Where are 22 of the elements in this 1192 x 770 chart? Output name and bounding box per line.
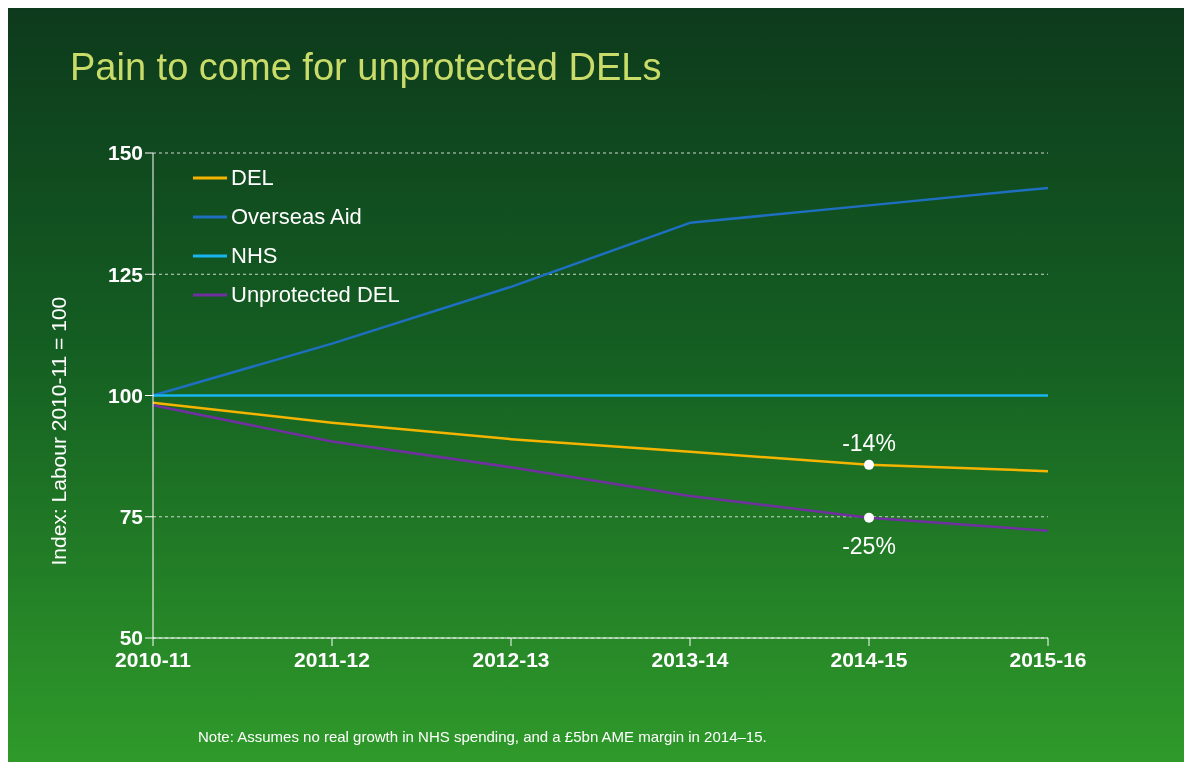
text: Note: Assumes no real growth in NHS spending, and a £5bn AME margin in 2014–15. [198, 728, 768, 746]
legend-label: NHS [231, 242, 278, 269]
legend-label: Overseas Aid [231, 203, 362, 230]
y-tick-label: 50 [119, 626, 143, 650]
y-tick-label: 100 [107, 383, 143, 407]
legend-label: DEL [231, 164, 274, 191]
y-tick-label: 75 [119, 505, 144, 529]
x-tick-label: 2013-14 [651, 647, 729, 671]
x-tick-label: 2010-11 [115, 647, 192, 671]
legend-label: Unprotected DEL [231, 281, 400, 308]
x-tick-label: 2011-12 [294, 647, 370, 671]
x-tick-label: 2015-16 [1009, 647, 1087, 671]
y-tick-label: 150 [107, 141, 143, 165]
y-tick-label: 125 [107, 262, 144, 286]
x-tick-label: 2014-15 [830, 647, 908, 671]
annotation: -14% [842, 429, 896, 456]
y-axis-title: Index: Labour 2010-11 = 100 [47, 296, 71, 566]
chart-title: Pain to come for unprotected DELs [70, 46, 662, 89]
annotation: -25% [842, 532, 896, 559]
line-series [151, 401, 1050, 473]
line-series [151, 403, 1050, 533]
x-tick-label: 2012-13 [472, 647, 550, 671]
